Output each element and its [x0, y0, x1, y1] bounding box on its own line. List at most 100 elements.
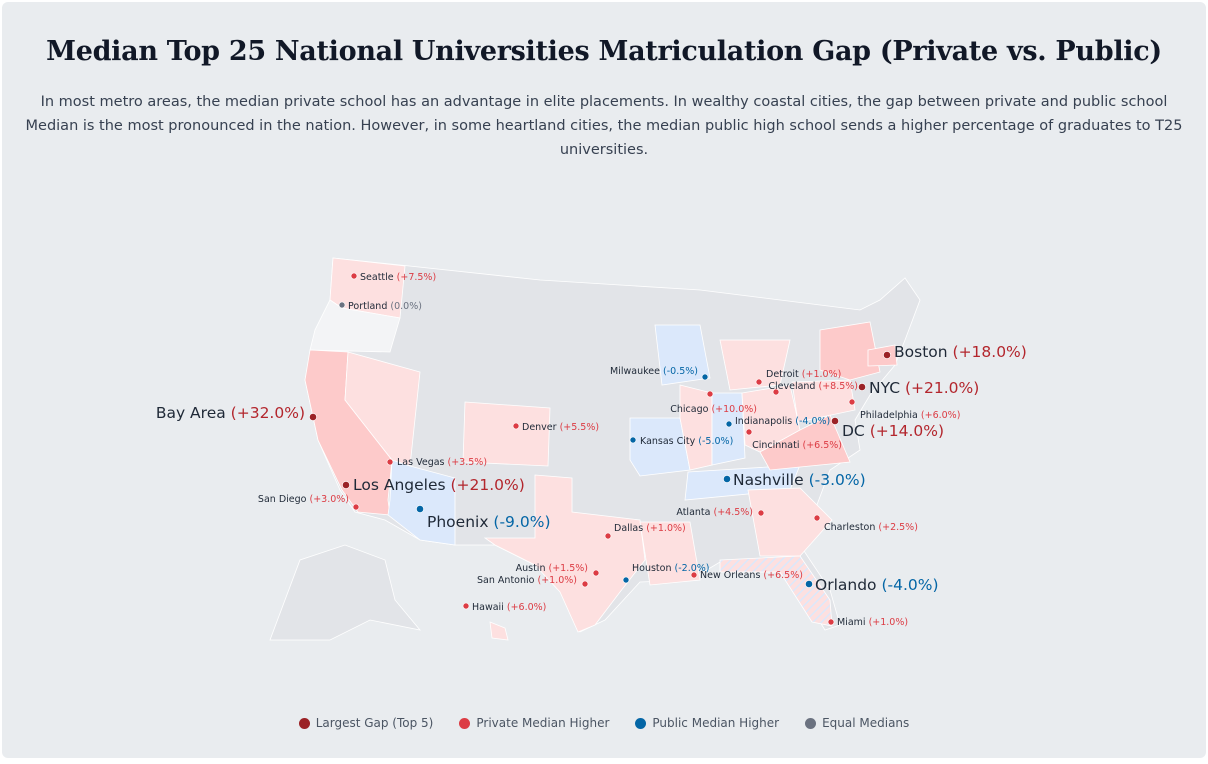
city-marker-hawaii[interactable]: Hawaii (+6.0%) [462, 602, 546, 613]
city-label: Orlando (-4.0%) [815, 576, 939, 594]
city-dot[interactable] [342, 481, 350, 489]
city-name: Boston [894, 343, 953, 361]
city-marker-philadelphia[interactable]: Philadelphia (+6.0%) [848, 398, 960, 421]
city-marker-detroit[interactable]: Detroit (+1.0%) [755, 369, 841, 386]
city-marker-austin[interactable]: Austin (+1.5%) [516, 563, 600, 577]
city-dot[interactable] [416, 505, 424, 513]
alaska [269, 544, 422, 641]
city-dot[interactable] [629, 436, 637, 444]
city-dot[interactable] [858, 383, 866, 391]
city-gap-value: (+14.0%) [870, 422, 944, 440]
city-dot[interactable] [725, 420, 733, 428]
city-label: DC (+14.0%) [842, 422, 944, 440]
city-dot[interactable] [581, 580, 589, 588]
city-dot[interactable] [831, 417, 839, 425]
city-marker-cleveland[interactable]: Cleveland (+8.5%) [768, 381, 858, 396]
city-marker-milwaukee[interactable]: Milwaukee (-0.5%) [610, 366, 709, 381]
city-dot[interactable] [462, 602, 470, 610]
city-marker-houston[interactable]: Houston (-2.0%) [622, 563, 710, 584]
page-subtitle: In most metro areas, the median private … [25, 94, 1183, 158]
city-label: Dallas (+1.0%) [614, 523, 686, 534]
city-gap-value: (+7.5%) [397, 272, 437, 283]
city-dot[interactable] [350, 272, 358, 280]
city-dot[interactable] [813, 514, 821, 522]
city-marker-cincinnati[interactable]: Cincinnati (+6.5%) [745, 428, 842, 451]
city-label: Los Angeles (+21.0%) [353, 476, 525, 494]
city-gap-value: (-5.0%) [698, 436, 733, 447]
state-wisconsin [654, 324, 711, 386]
city-label: Bay Area (+32.0%) [156, 404, 305, 422]
city-dot[interactable] [723, 475, 731, 483]
state-michigan [719, 339, 791, 391]
city-marker-atlanta[interactable]: Atlanta (+4.5%) [676, 507, 765, 518]
state-louisiana [639, 521, 701, 586]
legend-item-largest-gap[interactable]: Largest Gap (Top 5) [298, 716, 434, 730]
state-arizona [387, 459, 456, 546]
city-dot[interactable] [309, 413, 317, 421]
city-dot[interactable] [745, 428, 753, 436]
city-marker-chicago[interactable]: Chicago (+10.0%) [670, 390, 757, 415]
city-name: Houston [632, 563, 675, 574]
city-label: Indianapolis (-4.0%) [735, 416, 830, 427]
city-dot[interactable] [622, 576, 630, 584]
city-marker-seattle[interactable]: Seattle (+7.5%) [350, 272, 437, 283]
city-name: Orlando [815, 576, 881, 594]
city-dot[interactable] [883, 351, 891, 359]
city-marker-new-orleans[interactable]: New Orleans (+6.5%) [690, 570, 803, 581]
city-label: San Antonio (+1.0%) [477, 575, 577, 586]
city-dot[interactable] [690, 571, 698, 579]
city-marker-kansas-city[interactable]: Kansas City (-5.0%) [629, 436, 733, 447]
city-dot[interactable] [604, 532, 612, 540]
city-marker-charleston[interactable]: Charleston (+2.5%) [813, 514, 918, 533]
city-label: NYC (+21.0%) [869, 379, 979, 397]
city-dot[interactable] [338, 301, 346, 309]
legend-item-public-higher[interactable]: Public Median Higher [635, 716, 779, 730]
city-dot[interactable] [848, 398, 856, 406]
city-marker-denver[interactable]: Denver (+5.5%) [512, 422, 599, 433]
legend-label: Equal Medians [822, 716, 910, 730]
state-indiana [711, 392, 746, 466]
city-dot[interactable] [701, 373, 709, 381]
city-marker-dc[interactable]: DC (+14.0%) [831, 417, 944, 440]
city-name: Phoenix [427, 513, 493, 531]
city-dot[interactable] [772, 388, 780, 396]
city-marker-bay-area[interactable]: Bay Area (+32.0%) [156, 404, 317, 422]
city-marker-indianapolis[interactable]: Indianapolis (-4.0%) [725, 416, 830, 428]
city-dot[interactable] [757, 509, 765, 517]
city-dot[interactable] [592, 569, 600, 577]
legend-label: Largest Gap (Top 5) [315, 716, 434, 730]
city-dot[interactable] [755, 378, 763, 386]
city-gap-value: (+6.5%) [763, 570, 803, 581]
city-dot[interactable] [512, 422, 520, 430]
city-marker-san-antonio[interactable]: San Antonio (+1.0%) [477, 575, 589, 588]
city-gap-value: (+21.0%) [451, 476, 525, 494]
legend-label: Private Median Higher [476, 716, 610, 730]
legend-item-private-higher[interactable]: Private Median Higher [459, 716, 609, 730]
city-dot[interactable] [805, 580, 813, 588]
state-pennsylvania [791, 379, 856, 423]
city-name: Philadelphia [860, 410, 921, 421]
city-marker-san-diego[interactable]: San Diego (+3.0%) [258, 494, 360, 511]
city-marker-dallas[interactable]: Dallas (+1.0%) [604, 523, 686, 540]
city-gap-value: (+1.0%) [537, 575, 577, 586]
city-marker-miami[interactable]: Miami (+1.0%) [827, 617, 908, 628]
state-illinois [679, 384, 713, 471]
city-gap-value: (-4.0%) [795, 416, 830, 427]
city-label: Cincinnati (+6.5%) [752, 440, 842, 451]
state-florida [719, 555, 833, 627]
city-marker-nashville[interactable]: Nashville (-3.0%) [723, 471, 866, 489]
city-dot[interactable] [386, 458, 394, 466]
city-marker-portland[interactable]: Portland (0.0%) [338, 301, 422, 312]
city-marker-los-angeles[interactable]: Los Angeles (+21.0%) [342, 476, 525, 494]
city-marker-nyc[interactable]: NYC (+21.0%) [858, 379, 979, 397]
city-label: Atlanta (+4.5%) [676, 507, 753, 518]
city-marker-las-vegas[interactable]: Las Vegas (+3.5%) [386, 457, 487, 468]
city-dot[interactable] [827, 618, 835, 626]
city-marker-phoenix[interactable]: Phoenix (-9.0%) [416, 505, 551, 531]
city-marker-orlando[interactable]: Orlando (-4.0%) [805, 576, 939, 594]
city-dot[interactable] [706, 390, 714, 398]
city-dot[interactable] [352, 503, 360, 511]
legend-item-equal[interactable]: Equal Medians [805, 716, 909, 730]
city-label: Houston (-2.0%) [632, 563, 710, 574]
city-marker-boston[interactable]: Boston (+18.0%) [883, 343, 1027, 361]
